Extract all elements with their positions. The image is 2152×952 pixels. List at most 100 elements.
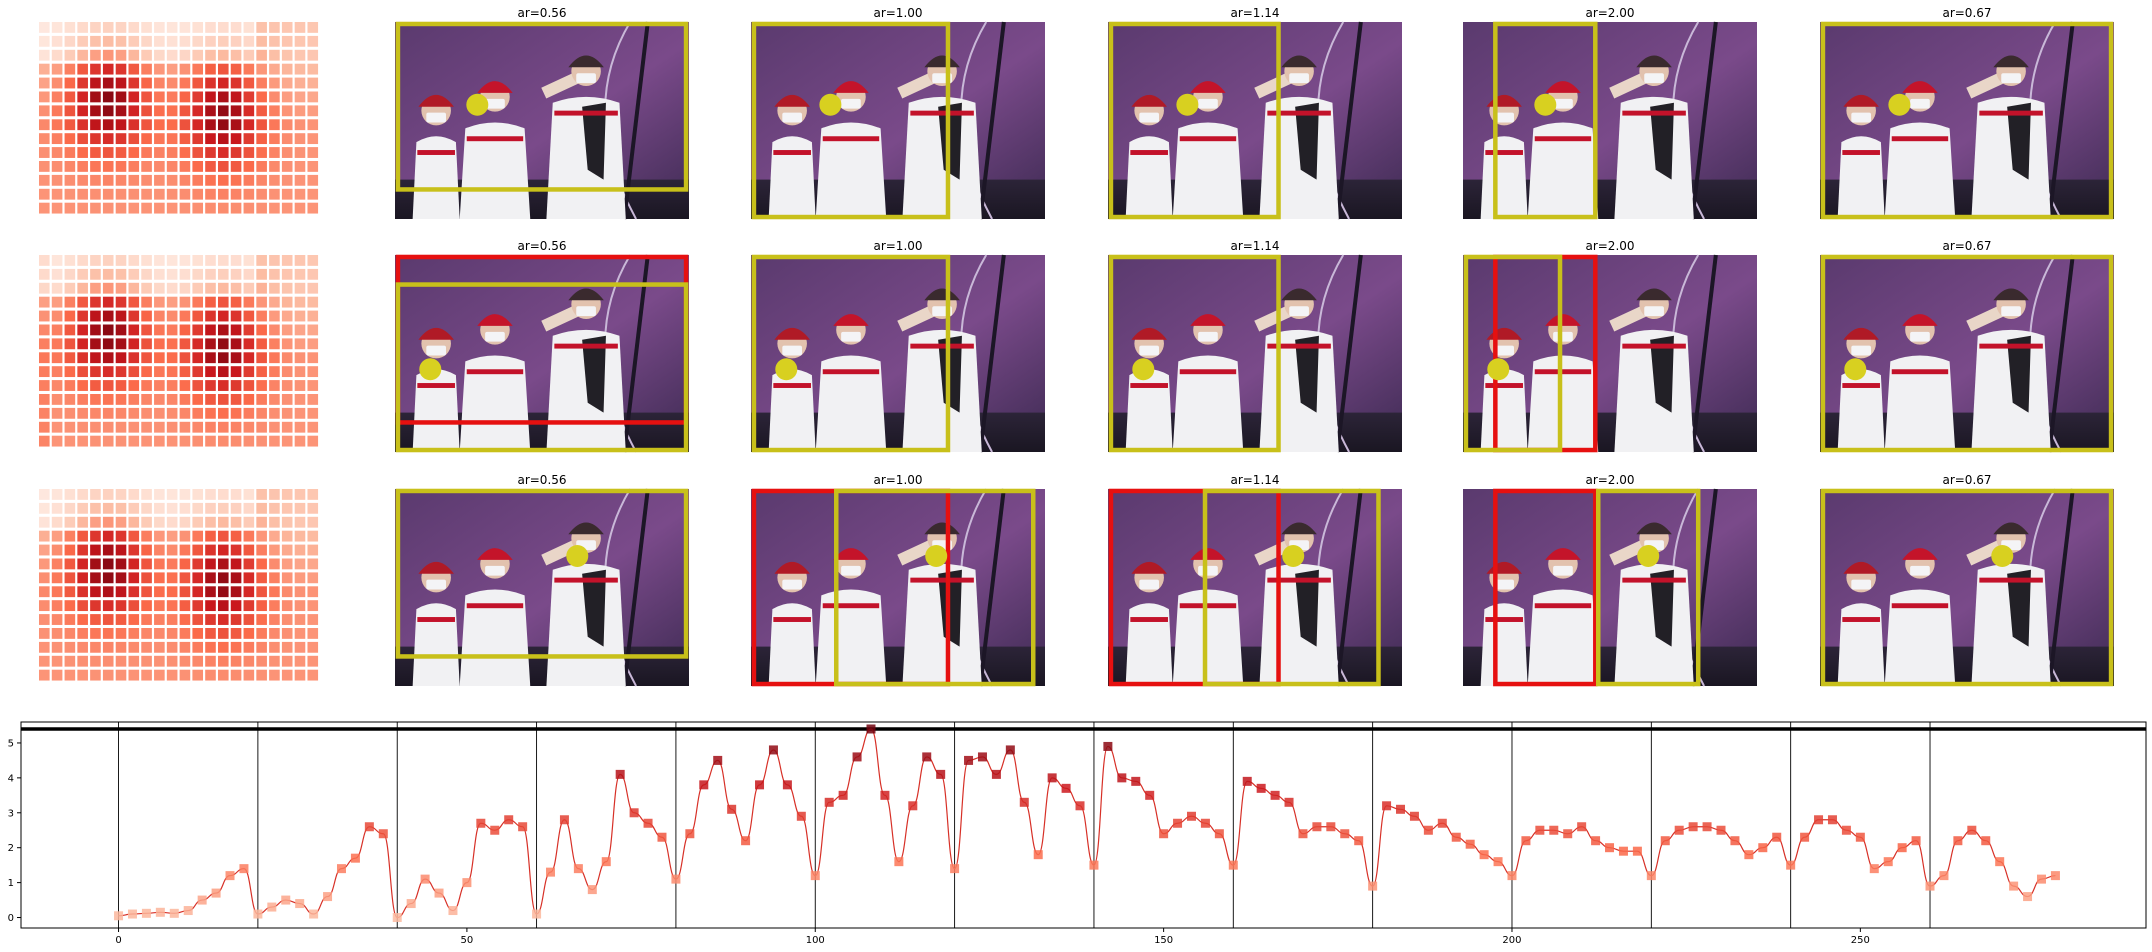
person-body bbox=[1614, 96, 1694, 219]
heatmap-cell bbox=[205, 35, 216, 47]
uniform-stripe bbox=[822, 603, 880, 609]
heatmap-cell bbox=[141, 202, 152, 214]
heatmap-cell bbox=[243, 380, 255, 391]
heatmap-cell bbox=[39, 310, 50, 322]
heatmap-cell bbox=[230, 407, 242, 419]
data-point bbox=[1312, 822, 1322, 832]
heatmap-cell bbox=[128, 530, 140, 542]
heatmap-cell bbox=[166, 296, 178, 308]
heatmap-cell bbox=[192, 255, 204, 266]
person-body bbox=[1971, 96, 2051, 219]
heatmap-cell bbox=[90, 63, 101, 75]
heatmap-cell bbox=[39, 22, 50, 33]
heatmap-cell bbox=[141, 174, 152, 186]
heatmap-cell bbox=[307, 614, 319, 625]
data-point bbox=[1186, 811, 1196, 821]
uniform-stripe bbox=[1622, 343, 1686, 349]
person-body bbox=[1837, 603, 1885, 686]
data-point bbox=[141, 908, 151, 918]
bow-limb bbox=[2047, 21, 2075, 220]
heatmap-cell bbox=[179, 435, 191, 447]
heatmap-cell bbox=[281, 489, 293, 500]
heatmap-cell bbox=[192, 600, 204, 612]
heatmap-cell bbox=[294, 77, 306, 89]
heatmap-cell bbox=[115, 489, 127, 500]
heatmap-cell bbox=[64, 105, 76, 117]
data-point bbox=[573, 864, 583, 874]
heatmap-cell bbox=[243, 310, 255, 322]
chest-guard bbox=[582, 102, 606, 180]
heatmap-cell bbox=[230, 202, 242, 214]
data-point bbox=[364, 822, 374, 832]
heatmap-cell bbox=[217, 63, 229, 75]
focus-point-marker bbox=[925, 544, 948, 567]
heatmap-cell bbox=[102, 310, 114, 322]
heatmap-cell bbox=[102, 324, 114, 336]
heatmap-cell bbox=[166, 161, 178, 172]
heatmap-cell bbox=[128, 338, 140, 350]
heatmap-cell bbox=[217, 324, 229, 336]
photo-panel: ar=0.56 bbox=[395, 239, 689, 453]
face-mask bbox=[1910, 331, 1930, 342]
heatmap-cell bbox=[217, 35, 229, 47]
heatmap-cell bbox=[128, 366, 140, 378]
heatmap-cell bbox=[269, 324, 280, 336]
heatmap-cell bbox=[230, 174, 242, 186]
heatmap-cell bbox=[205, 394, 216, 405]
data-point bbox=[1855, 832, 1865, 842]
heatmap-cell bbox=[64, 133, 76, 145]
heatmap-cell bbox=[205, 352, 216, 364]
photo-panel: ar=1.00 bbox=[751, 239, 1045, 453]
panel-title: ar=2.00 bbox=[1585, 239, 1634, 253]
heatmap-cell bbox=[51, 655, 63, 667]
person-body bbox=[1480, 603, 1528, 686]
heatmap-cell bbox=[102, 530, 114, 542]
heatmap-cell bbox=[90, 77, 101, 89]
heatmap-cell bbox=[141, 133, 152, 145]
heatmap-cell bbox=[307, 91, 319, 103]
data-point bbox=[1214, 829, 1224, 839]
person-cap bbox=[774, 327, 810, 340]
heatmap-cell bbox=[307, 147, 319, 158]
heatmap-cell bbox=[39, 282, 50, 294]
heatmap-cell bbox=[205, 600, 216, 612]
heatmap-cell bbox=[64, 310, 76, 322]
heatmap-cell bbox=[294, 641, 306, 653]
heatmap-cell bbox=[243, 435, 255, 447]
heatmap-cell bbox=[90, 572, 101, 584]
focus-point-marker bbox=[1176, 93, 1199, 116]
heatmap-cell bbox=[243, 614, 255, 625]
heatmap-cell bbox=[128, 516, 140, 528]
heatmap-cell bbox=[154, 22, 165, 33]
photo-panel: ar=2.00 bbox=[1463, 239, 1757, 453]
person-body bbox=[1527, 355, 1599, 452]
data-point bbox=[1200, 818, 1210, 828]
heatmap-cell bbox=[217, 558, 229, 570]
heatmap-cell bbox=[51, 119, 63, 131]
heatmap-cell bbox=[141, 255, 152, 266]
heatmap-cell bbox=[128, 22, 140, 33]
heatmap-cell bbox=[115, 435, 127, 447]
heatmap-cell bbox=[102, 614, 114, 625]
heatmap-cell bbox=[141, 614, 152, 625]
heatmap-cell bbox=[256, 63, 267, 75]
heatmap-cell bbox=[217, 22, 229, 33]
heatmap-cell bbox=[243, 91, 255, 103]
heatmap-cell bbox=[230, 628, 242, 639]
heatmap-cell bbox=[39, 119, 50, 131]
heatmap-cell bbox=[256, 516, 267, 528]
heatmap-cell bbox=[115, 502, 127, 514]
heatmap-cell bbox=[39, 91, 50, 103]
person-cap bbox=[1281, 522, 1317, 535]
heatmap-cell bbox=[115, 255, 127, 266]
photo-panel: ar=1.00 bbox=[751, 6, 1045, 220]
heatmap-cell bbox=[269, 147, 280, 158]
person-body bbox=[1172, 589, 1244, 686]
heatmap-cell bbox=[256, 174, 267, 186]
heatmap-cell bbox=[154, 655, 165, 667]
data-point bbox=[559, 815, 569, 825]
person-body bbox=[1527, 122, 1599, 219]
heatmap-cell bbox=[192, 407, 204, 419]
heatmap-cell bbox=[51, 338, 63, 350]
heatmap-cell bbox=[39, 586, 50, 598]
